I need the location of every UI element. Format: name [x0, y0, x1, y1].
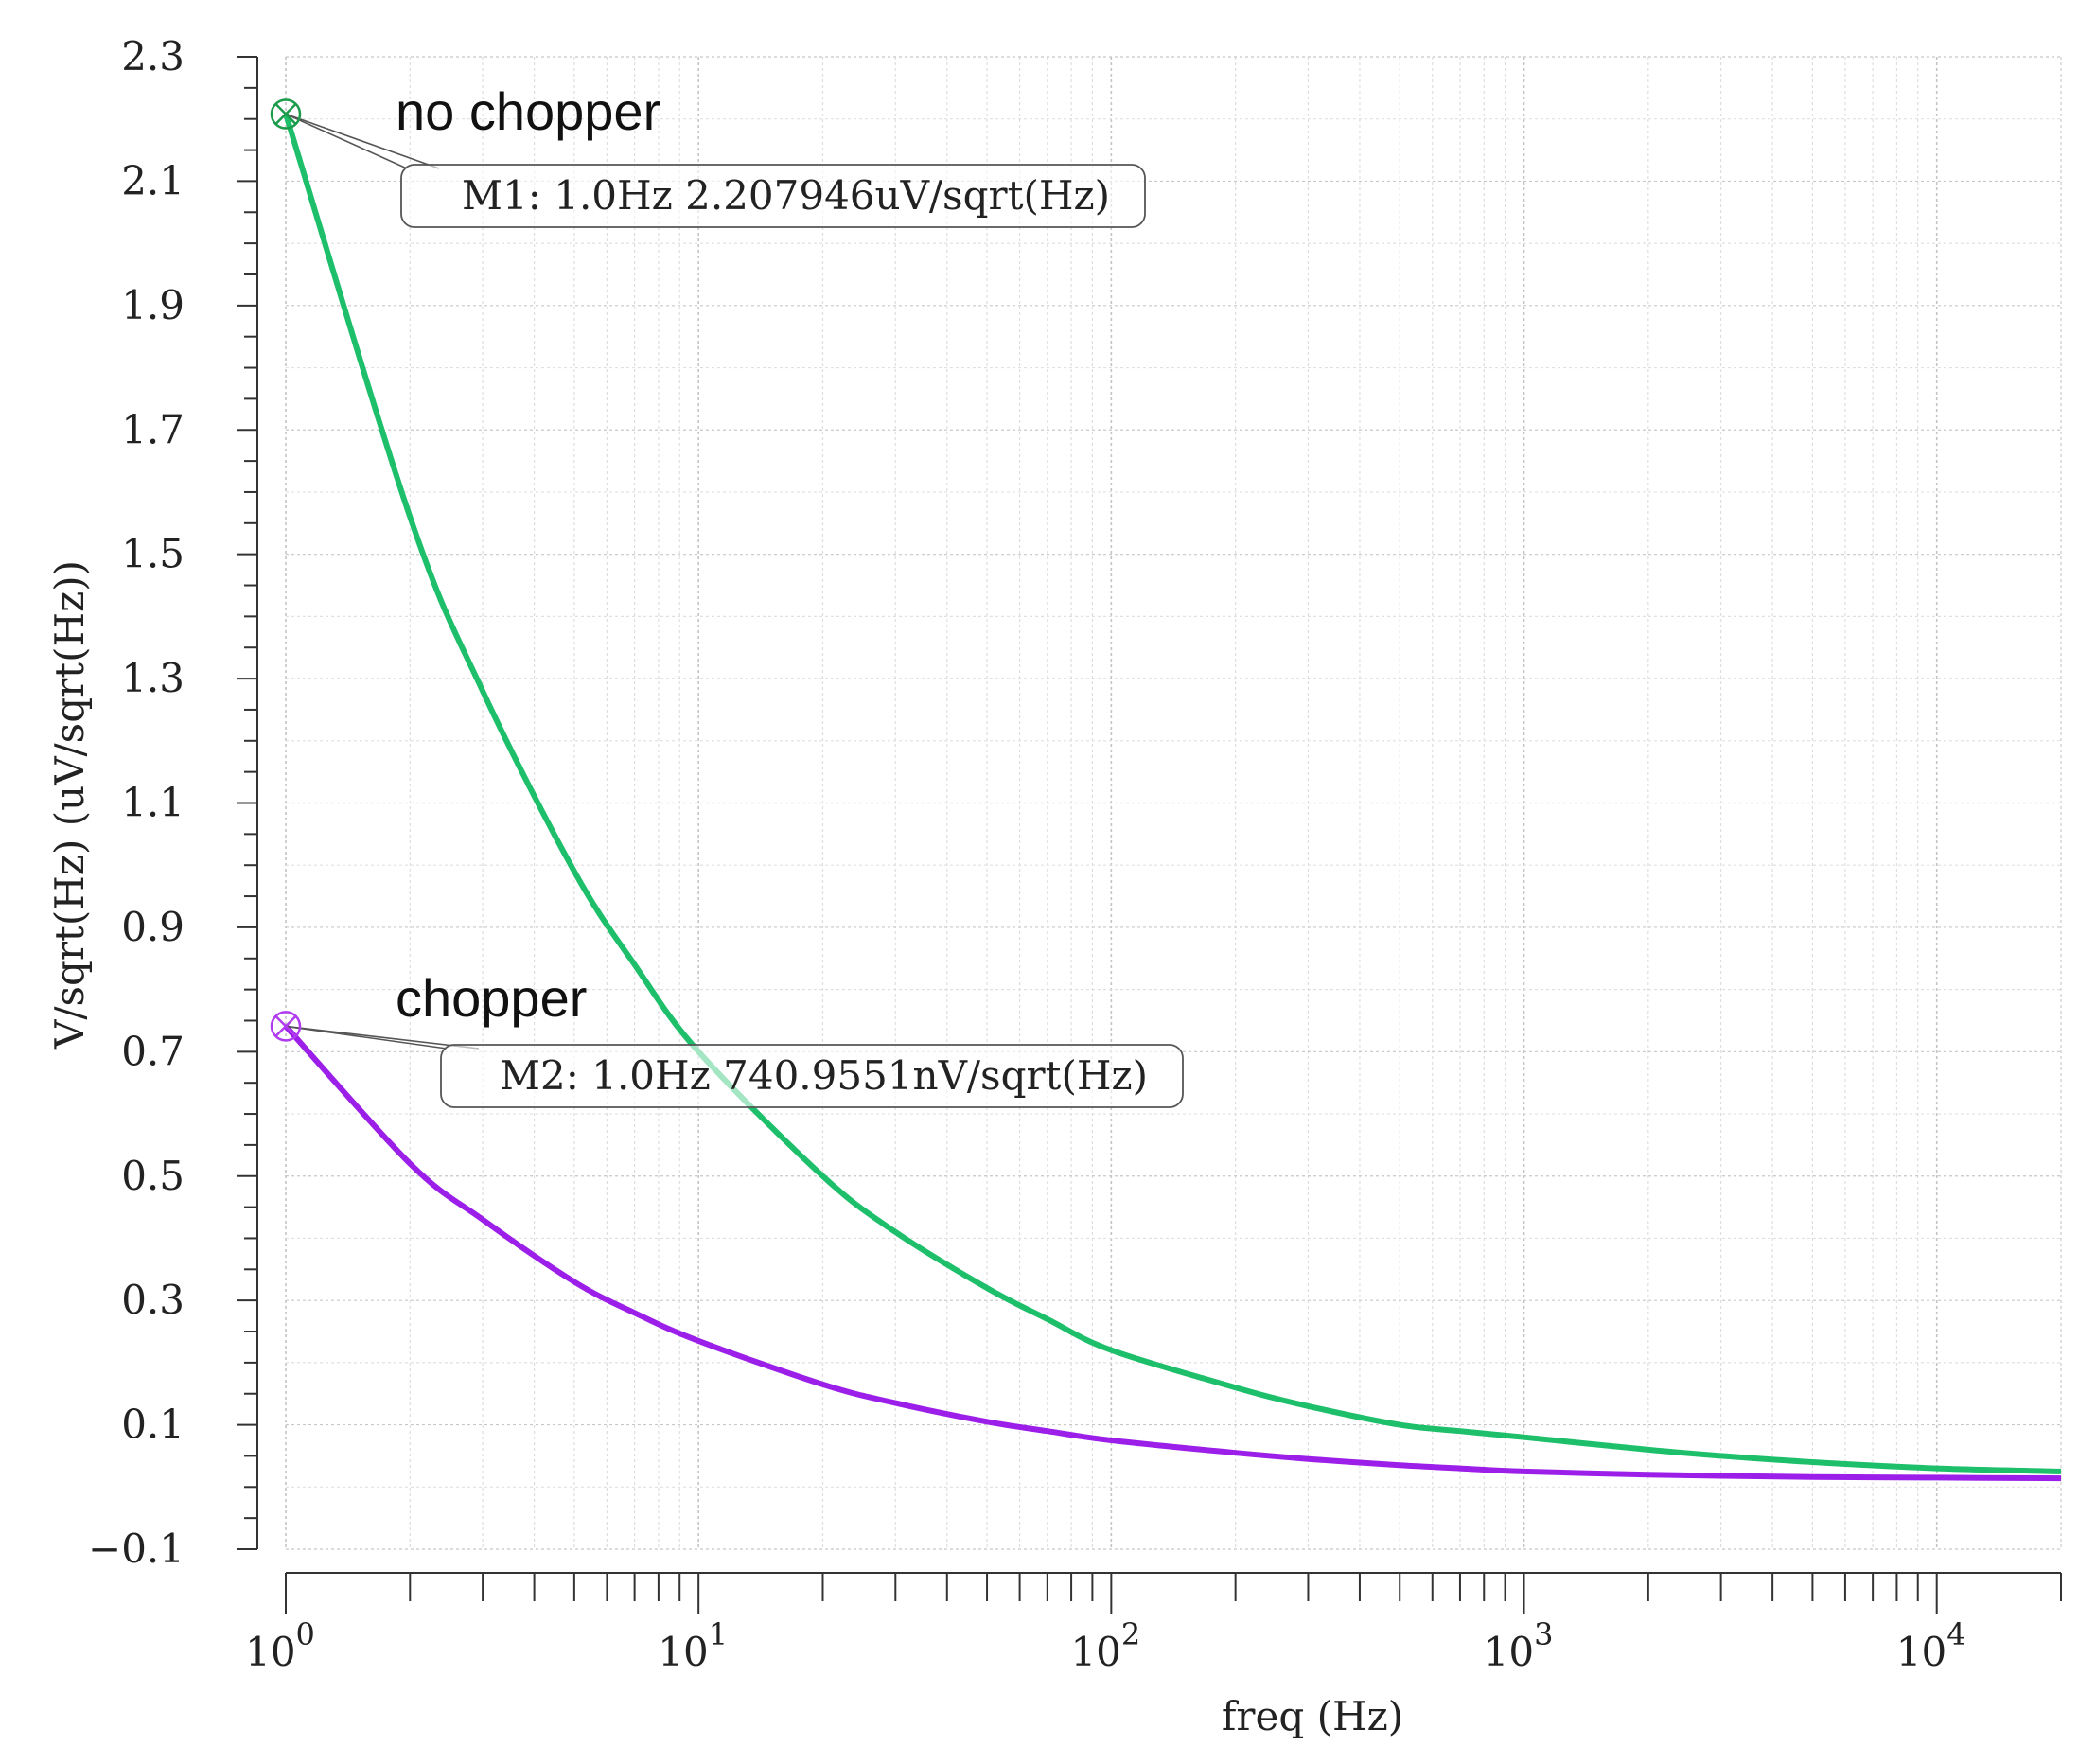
x-tick-exponent: 1 [709, 1616, 728, 1652]
y-tick-label: 1.1 [121, 780, 185, 826]
x-tick-exponent: 3 [1534, 1616, 1553, 1652]
y-tick-label: 2.3 [121, 33, 185, 79]
marker-symbol [270, 98, 302, 130]
x-tick-exponent: 2 [1121, 1616, 1140, 1652]
marker-cross [275, 103, 296, 125]
marker-cross [275, 1015, 296, 1037]
marker-leader-line [285, 1025, 480, 1050]
x-tick-exponent: 0 [296, 1616, 315, 1652]
marker-m1: M1: 1.0Hz 2.207946uV/sqrt(Hz) no chopper [270, 81, 1146, 228]
marker-callout-box [400, 164, 1146, 228]
series-label: chopper [396, 968, 587, 1028]
y-tick-label: 0.7 [121, 1028, 185, 1074]
x-tick-label: 100 [245, 1616, 315, 1675]
y-tick-label: 2.1 [121, 157, 185, 203]
y-tick-label: −0.1 [88, 1526, 185, 1572]
y-tick-label: 1.3 [121, 655, 185, 701]
axes [237, 56, 2062, 1614]
marker-callout-box [440, 1044, 1184, 1108]
marker-symbol [270, 1011, 302, 1042]
y-axis-title: V/sqrt(Hz) (uV/sqrt(Hz)) [46, 560, 93, 1050]
y-tick-labels: 2.3 2.1 1.9 1.7 1.5 1.3 1.1 0.9 0.7 0.5 0.3 0.1 −0.1 [88, 33, 185, 1572]
y-tick-label: 1.7 [121, 406, 185, 452]
y-tick-label: 0.1 [121, 1402, 185, 1448]
marker-callout-text: M1: 1.0Hz 2.207946uV/sqrt(Hz) [462, 172, 1110, 219]
x-tick-base: 10 [658, 1629, 708, 1675]
x-tick-base: 10 [1896, 1629, 1946, 1675]
series-lines [283, 113, 2062, 1482]
marker-leader-line [285, 113, 408, 169]
x-tick-base: 10 [245, 1629, 295, 1675]
series-label: no chopper [396, 81, 660, 141]
markers: M1: 1.0Hz 2.207946uV/sqrt(Hz)no chopperM… [270, 81, 1184, 1108]
grid-lines [285, 56, 2062, 1550]
y-tick-label: 1.5 [121, 531, 185, 577]
x-tick-label: 102 [1070, 1616, 1140, 1675]
series-line-chopper [283, 1024, 2062, 1482]
x-tick-exponent: 4 [1946, 1616, 1965, 1652]
y-tick-label: 0.5 [121, 1153, 185, 1199]
x-tick-label: 101 [658, 1616, 728, 1675]
x-tick-label: 103 [1484, 1616, 1554, 1675]
y-tick-label: 0.9 [121, 904, 185, 950]
y-tick-label: 0.3 [121, 1277, 185, 1323]
marker-callout-text: M2: 1.0Hz 740.9551nV/sqrt(Hz) [500, 1052, 1148, 1099]
x-tick-labels: 100 101 102 103 104 [245, 1616, 1966, 1675]
x-tick-base: 10 [1484, 1629, 1534, 1675]
x-axis-title: freq (Hz) [1222, 1693, 1403, 1739]
marker-m2: M2: 1.0Hz 740.9551nV/sqrt(Hz) chopper [270, 968, 1184, 1108]
series-line-no-chopper [283, 113, 2062, 1474]
marker-leader-line [285, 113, 440, 169]
x-tick-label: 104 [1896, 1616, 1966, 1675]
x-tick-base: 10 [1070, 1629, 1120, 1675]
y-tick-label: 1.9 [121, 282, 185, 328]
